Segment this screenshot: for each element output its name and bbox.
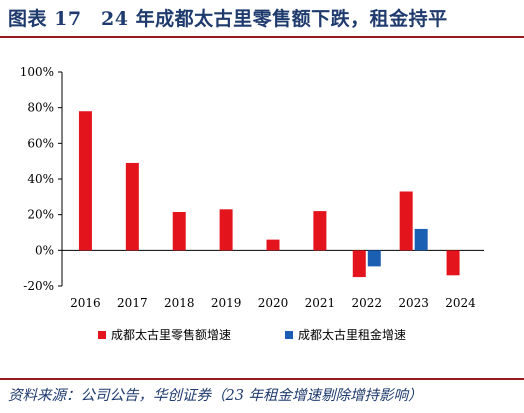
y-tick-label: 60% — [27, 136, 54, 150]
bar-rent-2022 — [367, 250, 381, 267]
x-tick-label: 2019 — [211, 296, 242, 310]
bar-rent-2023 — [414, 228, 428, 251]
bar-retail-2022 — [352, 250, 366, 278]
legend-label-retail: 成都太古里零售额增速 — [111, 327, 231, 342]
legend-swatch-retail — [98, 331, 106, 339]
bar-chart: -20% 0% 20% 40% 60% 80% 100% 2016 2017 2018 2019 20… — [20, 65, 484, 342]
bar-retail-2023 — [399, 191, 413, 251]
bar-retail-2024 — [446, 250, 460, 276]
bar-retail-2020 — [266, 239, 280, 251]
x-tick-label: 2016 — [70, 296, 101, 310]
x-tick-label: 2022 — [352, 296, 383, 310]
x-tick-label: 2023 — [398, 296, 429, 310]
bar-retail-2021 — [313, 211, 327, 251]
x-tick-label: 2017 — [117, 296, 148, 310]
legend-label-rent: 成都太古里租金增速 — [298, 327, 406, 342]
bar-retail-2016 — [78, 111, 92, 251]
y-tick-label: 20% — [27, 208, 54, 222]
figure-title: 图表 17 24 年成都太古里零售额下跌，租金持平 — [8, 8, 448, 30]
y-tick-label: 40% — [27, 172, 54, 186]
bar-retail-2017 — [125, 162, 139, 251]
y-tick-label: 80% — [27, 101, 54, 115]
legend-swatch-rent — [285, 331, 293, 339]
source-divider — [0, 378, 524, 380]
source-note: 资料来源：公司公告，华创证券（23 年租金增速剔除增持影响） — [8, 388, 423, 404]
bar-retail-2018 — [172, 211, 186, 251]
x-tick-label: 2020 — [258, 296, 289, 310]
y-tick-label: 0% — [35, 243, 54, 257]
x-tick-label: 2018 — [164, 296, 195, 310]
x-tick-label: 2024 — [445, 296, 476, 310]
title-divider — [0, 36, 524, 38]
bar-retail-2019 — [219, 209, 233, 251]
y-tick-label: -20% — [23, 279, 54, 293]
x-tick-label: 2021 — [305, 296, 336, 310]
y-tick-label: 100% — [20, 65, 54, 79]
